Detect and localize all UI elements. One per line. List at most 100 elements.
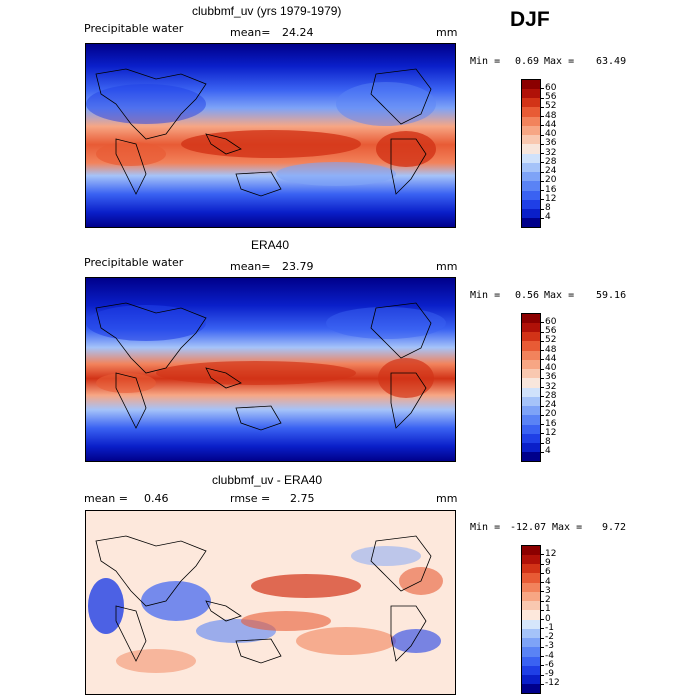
colorbar-swatch <box>521 377 541 388</box>
colorbar-swatch <box>521 199 541 209</box>
colorbar-swatch <box>521 368 541 379</box>
colorbar-tick-label: 36 <box>545 138 557 149</box>
colorbar-tick <box>541 208 544 210</box>
colorbar-tick <box>541 153 544 154</box>
colorbar-swatch <box>521 171 541 182</box>
panel3-rmse-label: rmse = <box>230 492 271 505</box>
colorbar-swatch <box>521 628 541 638</box>
panel3-field-svg <box>86 511 455 694</box>
colorbar-tick-label: 6 <box>545 567 551 578</box>
colorbar-tick-label: 48 <box>545 110 557 121</box>
colorbar-tick <box>541 405 544 407</box>
colorbar-tick <box>541 656 544 657</box>
colorbar-tick-label: 0 <box>545 613 551 624</box>
colorbar-swatch <box>521 572 541 583</box>
panel3-max-value: 9.72 <box>602 522 627 533</box>
panel3-max-label: Max = <box>552 522 583 533</box>
colorbar-tick-label: 1 <box>545 604 551 615</box>
colorbar-tick <box>541 199 544 201</box>
colorbar-tick-label: 52 <box>545 335 557 346</box>
colorbar-swatch <box>521 350 541 360</box>
colorbar-tick <box>541 190 544 191</box>
panel1-max-value: 63.49 <box>596 56 627 67</box>
colorbar-tick <box>541 377 544 379</box>
colorbar-tick-label: -6 <box>545 659 554 670</box>
colorbar-tick-label: 56 <box>545 92 557 102</box>
colorbar-tick <box>541 563 544 565</box>
panel1-map <box>85 43 456 228</box>
colorbar-swatch <box>521 125 541 135</box>
colorbar-swatch <box>521 162 541 172</box>
panel2-field-svg <box>86 278 455 461</box>
colorbar-tick <box>541 162 544 164</box>
panel1-field-svg <box>86 44 455 227</box>
colorbar-tick-label: 4 <box>545 576 551 587</box>
panel3-min-label: Min = <box>470 522 501 533</box>
colorbar-swatch <box>521 88 541 98</box>
colorbar-swatch <box>521 442 541 453</box>
panel3-min-value: -12.07 <box>510 522 547 533</box>
colorbar-tick <box>541 106 544 108</box>
colorbar-tick-label: 40 <box>545 363 557 373</box>
colorbar-tick <box>541 619 544 620</box>
colorbar-swatch <box>521 414 541 425</box>
colorbar-tick <box>541 125 544 127</box>
colorbar-tick <box>541 97 544 99</box>
colorbar-swatch <box>521 79 541 89</box>
colorbar-tick-label: -12 <box>545 678 560 689</box>
colorbar-tick <box>541 143 544 145</box>
panel3-rmse-value: 2.75 <box>290 492 315 505</box>
colorbar-swatch <box>521 451 541 462</box>
panel3-mean-value: 0.46 <box>144 492 169 505</box>
colorbar-tick-label: 28 <box>545 156 557 167</box>
panel2-mean-value: 23.79 <box>282 260 314 273</box>
panel3-colorbar: -12 -9 -6 -4 -3 -2 -1 0 1 2 3 4 6 9 12 <box>521 545 581 694</box>
colorbar-tick-label: 4 <box>545 446 551 457</box>
panel1-field-label: Precipitable water <box>84 22 184 35</box>
colorbar-tick <box>541 442 544 444</box>
colorbar-tick <box>541 217 544 219</box>
colorbar-tick <box>541 171 544 173</box>
colorbar-swatch <box>521 424 541 434</box>
colorbar-tick <box>541 340 544 342</box>
colorbar-tick-label: -2 <box>545 632 554 642</box>
colorbar-tick <box>541 433 544 435</box>
panel2-mean-label: mean= <box>230 260 271 273</box>
colorbar-tick-label: 20 <box>545 409 557 420</box>
colorbar-tick <box>541 88 544 90</box>
colorbar-tick <box>541 665 544 667</box>
colorbar-tick-label: 9 <box>545 558 551 568</box>
colorbar-tick-label: 8 <box>545 437 551 447</box>
colorbar-swatch <box>521 208 541 219</box>
colorbar-tick-label: -9 <box>545 669 554 679</box>
colorbar-tick <box>541 368 544 370</box>
colorbar-tick <box>541 180 544 182</box>
colorbar-tick-label: 28 <box>545 390 557 401</box>
colorbar-tick <box>541 683 544 685</box>
panel3-mean-label: mean = <box>84 492 128 505</box>
colorbar-tick-label: 44 <box>545 353 557 364</box>
colorbar-swatch <box>521 656 541 666</box>
panel2-max-label: Max = <box>544 290 575 301</box>
colorbar-swatch <box>521 387 541 397</box>
colorbar-swatch <box>521 591 541 601</box>
colorbar-tick-label: -1 <box>545 622 554 633</box>
colorbar-tick-label: 48 <box>545 344 557 355</box>
colorbar-tick-label: 20 <box>545 175 557 186</box>
colorbar-swatch <box>521 433 541 443</box>
panel1-min-value: 0.69 <box>515 56 540 67</box>
colorbar-tick-label: 24 <box>545 400 557 410</box>
panel2-min-value: 0.56 <box>515 290 540 301</box>
panel2-colorbar: 4 8 12 16 20 24 28 32 36 40 44 48 52 56 60 <box>521 313 581 462</box>
panel1-mean-value: 24.24 <box>282 26 314 39</box>
panel3-map <box>85 510 456 695</box>
colorbar-swatch <box>521 674 541 685</box>
colorbar-tick <box>541 582 544 583</box>
colorbar-tick <box>541 646 544 648</box>
colorbar-tick-label: 44 <box>545 119 557 130</box>
colorbar-swatch <box>521 683 541 694</box>
colorbar-swatch <box>521 143 541 154</box>
colorbar-tick-label: 60 <box>545 82 557 93</box>
colorbar-swatch <box>521 331 541 342</box>
colorbar-swatch <box>521 190 541 200</box>
